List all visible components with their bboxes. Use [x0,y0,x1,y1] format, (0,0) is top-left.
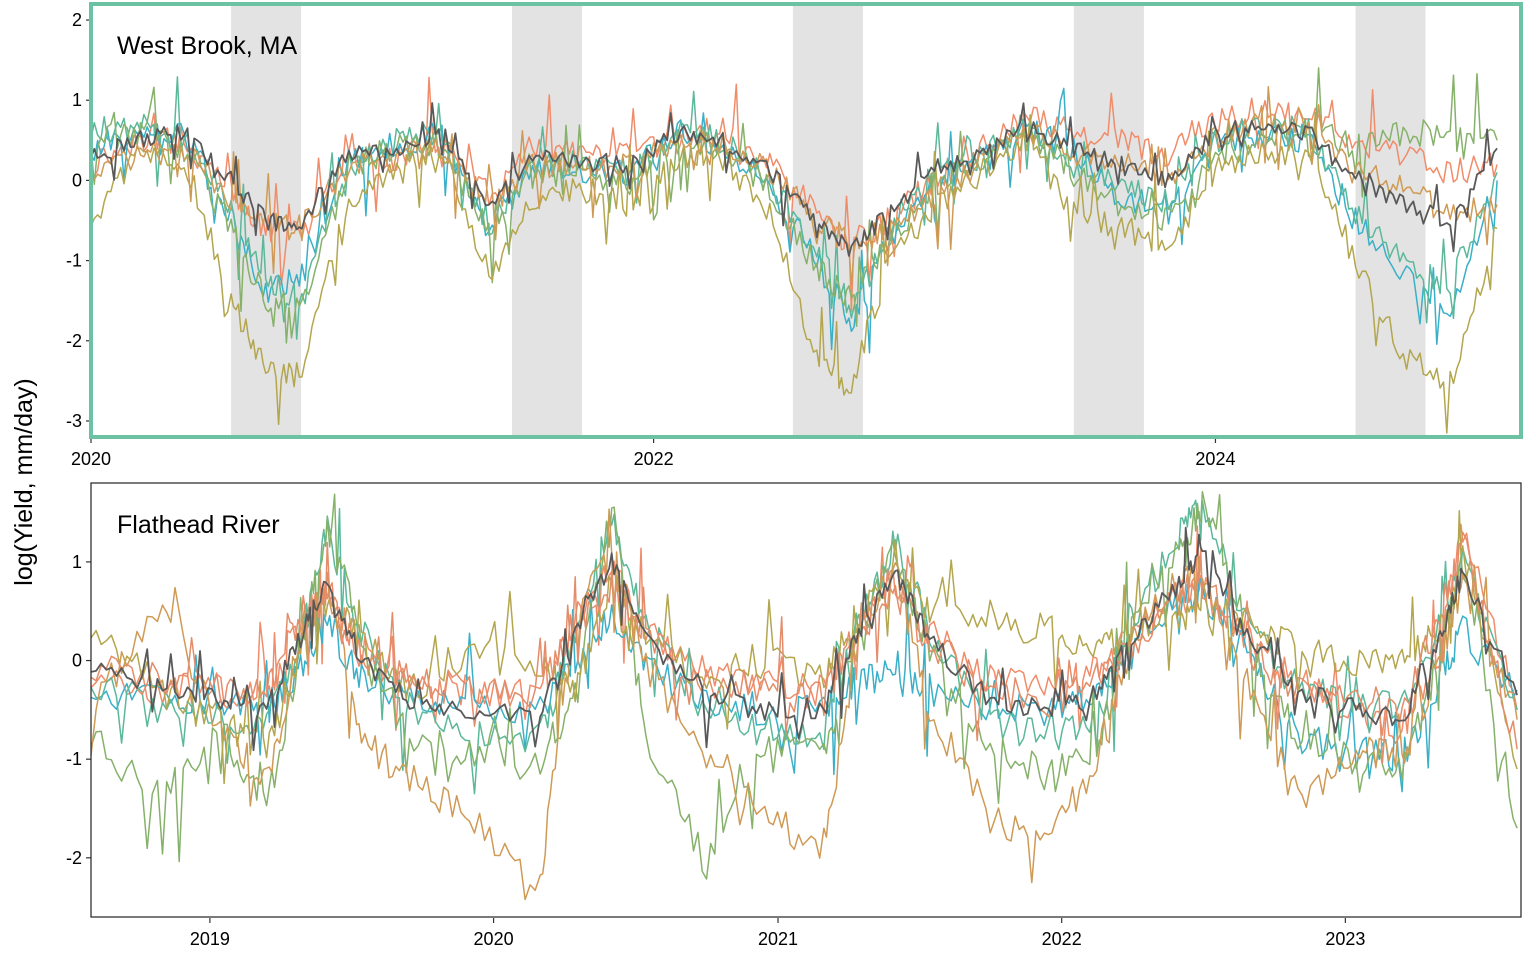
chart-panel-west-brook: 2 1 0 -1 -2 -3 2020 2022 2024 West Brook, MA [66,2,1523,469]
y-tick-label: -2 [66,331,82,351]
x-tick-label: 2023 [1325,929,1365,949]
panel-border [89,2,1523,439]
x-tick-label: 2022 [1042,929,1082,949]
series-line [90,509,1518,785]
y-tick-label: -2 [66,848,82,868]
x-tick-label: 2024 [1195,449,1235,469]
panel-title: West Brook, MA [117,32,297,60]
seasonal-shading [231,4,1426,437]
panel-border [90,482,1522,918]
mean-line [90,526,1518,752]
y-axis-title: log(Yield, mm/day) [10,378,38,585]
y-tick-label: 2 [72,10,82,30]
y-tick-label: 0 [72,651,82,671]
y-axis-ticks: 1 0 -1 -2 [66,552,91,868]
y-tick-label: 1 [72,90,82,110]
y-tick-label: 1 [72,552,82,572]
summer-shade [1073,4,1144,437]
x-tick-label: 2020 [474,929,514,949]
series-line [90,87,1498,354]
x-axis-ticks: 2020 2022 2024 [71,438,1235,469]
series-line [90,491,1518,880]
series-line [90,508,1518,901]
summer-shade [1355,4,1426,437]
mean-series-line [90,102,1498,257]
series-line [90,76,1498,313]
x-tick-label: 2022 [634,449,674,469]
x-tick-label: 2020 [71,449,111,469]
summer-shade [511,4,583,437]
y-tick-label: -1 [66,749,82,769]
x-tick-label: 2019 [190,929,230,949]
y-axis-ticks: 2 1 0 -1 -2 -3 [66,10,91,431]
series-line [90,499,1518,795]
x-tick-label: 2021 [758,929,798,949]
y-tick-label: -1 [66,251,82,271]
mean-series-line [90,526,1518,752]
series-line [90,76,1498,340]
y-tick-label: 0 [72,170,82,190]
panel-title: Flathead River [117,511,280,539]
series-line [90,523,1518,745]
series-line [90,67,1498,344]
mean-line [90,102,1498,257]
y-tick-label: -3 [66,411,82,431]
chart-panel-flathead-river: 1 0 -1 -2 2019 2020 2021 2022 2023 Flathead Riv… [66,482,1522,949]
series-line [90,111,1498,434]
x-axis-ticks: 2019 2020 2021 2022 2023 [190,918,1365,949]
series-lines [90,491,1518,901]
